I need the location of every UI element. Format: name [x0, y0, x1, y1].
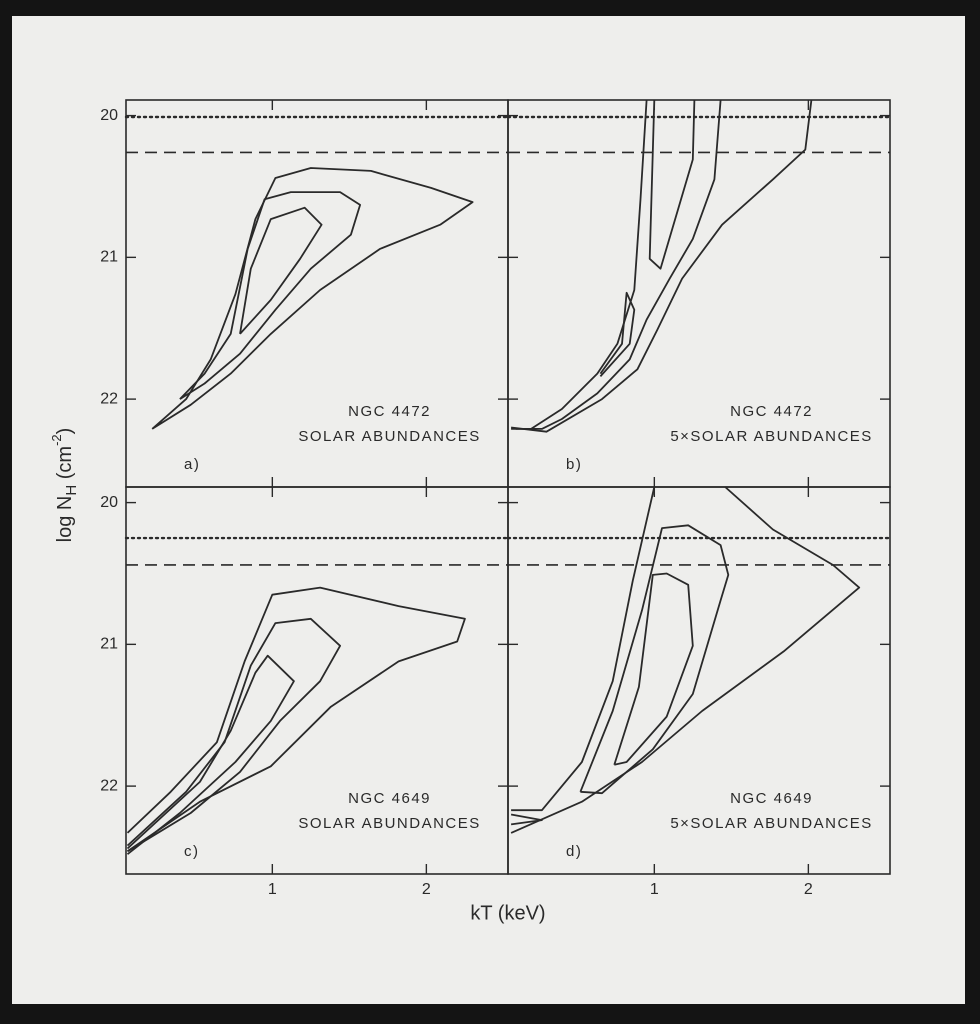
y-label-sup: -2 — [49, 434, 64, 446]
contour-line — [179, 191, 362, 400]
y-tick-label: 20 — [100, 494, 118, 511]
y-tick-label: 22 — [100, 777, 118, 794]
panel-annotation: 5×SOLAR ABUNDANCES — [670, 815, 872, 832]
panel-label: d) — [566, 843, 582, 860]
contour-line — [648, 99, 696, 270]
contour-line — [510, 99, 813, 433]
y-label-close: ) — [54, 428, 76, 435]
y-tick-label: 21 — [100, 249, 118, 266]
panel-annotation: NGC 4649 — [730, 790, 813, 807]
panel-label: b) — [566, 456, 582, 473]
y-label-main: log N — [54, 496, 76, 543]
panel-annotation: NGC 4472 — [348, 403, 431, 420]
x-axis-label: kT (keV) — [470, 902, 545, 924]
panel-annotation: SOLAR ABUNDANCES — [298, 428, 480, 445]
contour-line — [510, 813, 543, 826]
y-label-sub: H — [63, 485, 80, 496]
contour-line — [151, 167, 474, 430]
contour-line — [613, 572, 694, 766]
x-tick-label: 2 — [422, 881, 431, 898]
contour-line — [579, 524, 730, 795]
contour-line — [239, 206, 323, 335]
y-axis-label: log NH (cm-2) — [49, 428, 80, 543]
x-tick-label: 1 — [268, 881, 277, 898]
contour-line — [510, 486, 861, 834]
y-tick-label: 22 — [100, 390, 118, 407]
panel-annotation: 5×SOLAR ABUNDANCES — [670, 428, 872, 445]
y-tick-label: 20 — [100, 107, 118, 124]
panel-annotation: NGC 4472 — [730, 403, 813, 420]
panel-label: a) — [184, 456, 200, 473]
panel-annotation: NGC 4649 — [348, 790, 431, 807]
contour-line — [511, 486, 656, 812]
y-tick-label: 21 — [100, 636, 118, 653]
panel-label: c) — [184, 843, 200, 860]
panel-frame — [507, 486, 891, 875]
x-tick-label: 1 — [650, 881, 659, 898]
contour-line — [511, 99, 648, 430]
contour-line — [126, 586, 466, 853]
y-label-open: (cm — [54, 446, 76, 485]
paper — [12, 16, 965, 1004]
contour-line — [599, 291, 636, 378]
contour-line — [515, 99, 722, 430]
contour-line — [126, 654, 295, 855]
panel-annotation: SOLAR ABUNDANCES — [298, 815, 480, 832]
x-tick-label: 2 — [804, 881, 813, 898]
